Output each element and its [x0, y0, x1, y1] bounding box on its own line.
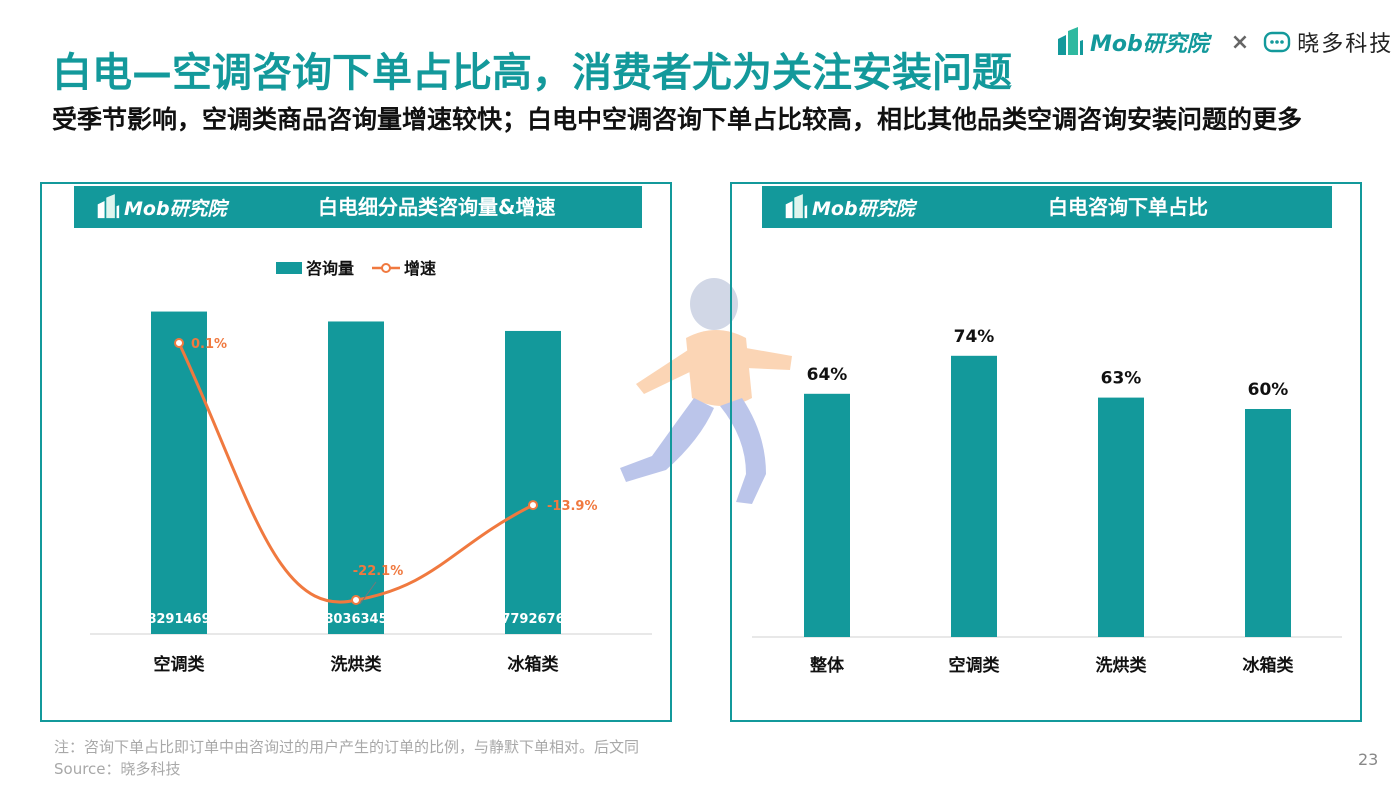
growth-label-leader — [359, 581, 377, 605]
ratio-value-label: 60% — [1248, 380, 1289, 400]
x-tick-label: 空调类 — [154, 654, 206, 675]
right-chart-title: 白电咨询下单占比 — [1048, 195, 1208, 219]
ratio-value-label: 74% — [954, 327, 995, 347]
xiaoduo-logo-icon — [1264, 31, 1291, 53]
growth-point — [528, 500, 538, 511]
left-chart-panel: Mob研究院 白电细分品类咨询量&增速 — [40, 182, 672, 722]
page-number: 23 — [1358, 750, 1379, 769]
growth-point — [351, 595, 361, 605]
mob-logo-icon — [97, 194, 120, 219]
right-panel-header: Mob研究院 白电咨询下单占比 — [762, 186, 1332, 228]
mob-logo-icon — [1058, 27, 1083, 55]
brand-partner-text: 晓多科技 — [1297, 32, 1394, 57]
bar-value-label: 8036345 — [324, 612, 387, 627]
x-tick-label: 冰箱类 — [508, 654, 560, 675]
left-panel-logo-text: Mob研究院 — [124, 197, 227, 220]
left-panel-logo: Mob研究院 — [96, 192, 227, 222]
growth-data-label: 0.1% — [191, 337, 227, 352]
growth-point — [174, 338, 184, 348]
right-panel-logo: Mob研究院 — [784, 192, 915, 222]
x-tick-label: 洗烘类 — [1096, 655, 1148, 676]
runner-illustration-icon — [620, 278, 792, 504]
growth-data-label: -13.9% — [547, 499, 598, 514]
footnote-note: 注：咨询下单占比即订单中由咨询过的用户产生的订单的比例，与静默下单相对。后文同 — [54, 738, 640, 756]
footnote-source: Source：晓多科技 — [54, 760, 181, 778]
ratio-value-label: 63% — [1101, 369, 1142, 389]
legend-bar-label: 咨询量 — [306, 259, 354, 278]
left-chart: 咨询量 增速 8291469 空调类 8036345 洗烘类 7792676 冰箱类 0.1% -… — [90, 259, 652, 675]
ratio-bar-整体 — [804, 393, 850, 637]
x-tick-label: 冰箱类 — [1243, 655, 1295, 676]
bar-空调类 — [151, 311, 207, 634]
bar-洗烘类 — [328, 321, 384, 634]
legend-line-marker — [381, 263, 391, 273]
growth-line — [177, 342, 534, 604]
bar-value-label: 8291469 — [147, 612, 210, 627]
x-tick-label: 洗烘类 — [331, 654, 383, 675]
page-title: 白电—空调咨询下单占比高，消费者尤为关注安装问题 — [52, 50, 1012, 96]
legend-bar-swatch — [276, 262, 302, 274]
ratio-bar-洗烘类 — [1098, 397, 1144, 637]
brand-times: × — [1230, 29, 1250, 55]
x-tick-label: 空调类 — [949, 655, 1001, 676]
page-subtitle: 受季节影响，空调类商品咨询量增速较快；白电中空调咨询下单占比较高，相比其他品类空… — [52, 105, 1303, 134]
mob-logo-icon — [785, 194, 808, 219]
left-chart-title: 白电细分品类咨询量&增速 — [318, 195, 556, 219]
ratio-value-label: 64% — [807, 365, 848, 385]
footnote: 注：咨询下单占比即订单中由咨询过的用户产生的订单的比例，与静默下单相对。后文同 … — [54, 736, 639, 780]
right-panel-logo-text: Mob研究院 — [812, 197, 915, 220]
left-panel-header: Mob研究院 白电细分品类咨询量&增速 — [74, 186, 642, 228]
ratio-bar-冰箱类 — [1245, 409, 1291, 637]
brand-mob-text: Mob研究院 — [1090, 32, 1209, 57]
legend-line-label: 增速 — [404, 259, 436, 278]
bar-冰箱类 — [505, 330, 561, 634]
ratio-bar-空调类 — [951, 355, 997, 637]
brand-bar: Mob研究院 × 晓多科技 — [1056, 24, 1393, 60]
growth-data-label: -22.1% — [353, 564, 404, 579]
right-chart-panel: Mob研究院 白电咨询下单占比 — [730, 182, 1362, 722]
right-chart: 64% 整体 74% 空调类 63% 洗烘类 60% 冰箱类 — [752, 327, 1342, 676]
bar-value-label: 7792676 — [501, 612, 564, 627]
x-tick-label: 整体 — [810, 655, 845, 676]
